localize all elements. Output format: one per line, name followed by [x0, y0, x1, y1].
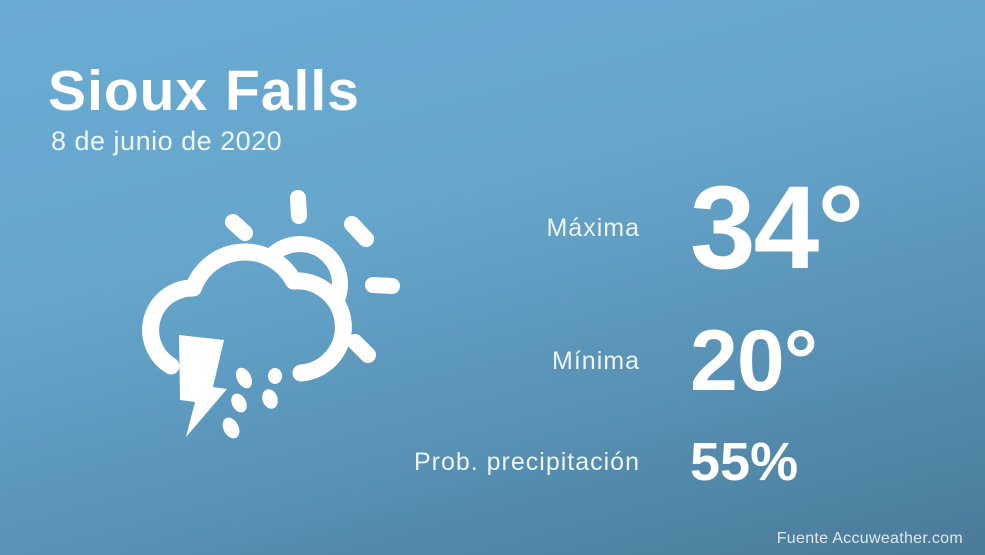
sun-icon	[225, 190, 400, 363]
metric-value-max: 34°	[690, 162, 864, 294]
metric-value-min: 20°	[690, 313, 818, 409]
metric-label-max: Máxima	[546, 213, 640, 242]
lightning-icon	[179, 335, 227, 437]
sun-ray-northeast	[344, 216, 374, 247]
page-title: Sioux Falls	[48, 59, 360, 123]
metric-label-precipitation: Prob. precipitación	[413, 447, 640, 476]
raindrops-icon	[222, 367, 282, 439]
cloud-icon	[142, 243, 352, 382]
metric-value-precipitation: 55%	[690, 432, 799, 492]
date-label: 8 de junio de 2020	[51, 126, 283, 156]
source-attribution: Fuente Accuweather.com	[776, 530, 963, 547]
metric-row-min: Mínima 20°	[340, 318, 920, 404]
thunderstorm-sun-icon	[142, 190, 400, 439]
metric-row-precipitation: Prob. precipitación 55%	[340, 435, 920, 489]
metric-label-min: Mínima	[552, 346, 640, 375]
sun-ray-southeast	[347, 334, 376, 363]
metric-row-max: Máxima 34°	[340, 169, 920, 287]
sun-ray-east	[365, 277, 400, 294]
sun-ray-north	[290, 190, 307, 224]
sun-ray-northwest	[225, 214, 253, 241]
